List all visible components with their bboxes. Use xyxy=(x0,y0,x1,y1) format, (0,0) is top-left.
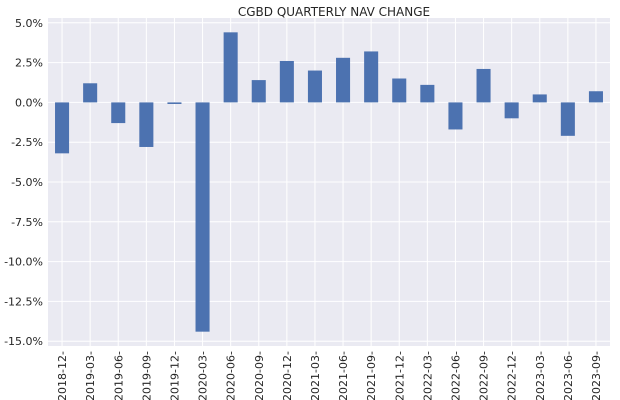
chart-title: CGBD QUARTERLY NAV CHANGE xyxy=(238,5,430,19)
y-tick-label: 5.0% xyxy=(15,17,43,30)
x-tick-label: 2020-03- xyxy=(197,351,210,400)
x-tick-label: 2018-12- xyxy=(56,351,69,400)
x-tick-label: 2022-06- xyxy=(449,351,462,400)
y-tick-label: 2.5% xyxy=(15,57,43,70)
bar xyxy=(532,94,547,103)
bar xyxy=(476,68,491,103)
bars xyxy=(55,32,603,332)
bar xyxy=(504,102,519,119)
x-tick-label: 2022-12- xyxy=(506,351,519,400)
y-tick-label: -12.5% xyxy=(4,295,43,308)
y-tick-label: -5.0% xyxy=(11,176,43,189)
x-tick-label: 2020-09- xyxy=(253,351,266,400)
x-tick-label: 2023-03- xyxy=(534,351,547,400)
x-tick-label: 2019-03- xyxy=(84,351,97,400)
bar xyxy=(279,60,294,103)
bar xyxy=(55,102,70,154)
y-tick-label: -2.5% xyxy=(11,136,43,149)
bar xyxy=(139,102,154,147)
x-tick-label: 2022-09- xyxy=(478,351,491,400)
bar xyxy=(167,102,182,104)
bar xyxy=(560,102,575,136)
bar xyxy=(392,78,407,103)
bar xyxy=(83,83,98,103)
bar xyxy=(364,51,379,103)
x-tick-label: 2022-03- xyxy=(421,351,434,400)
x-tick-label: 2023-09- xyxy=(590,351,603,400)
bar xyxy=(307,70,322,103)
bar xyxy=(111,102,126,124)
x-tick-label: 2020-06- xyxy=(225,351,238,400)
y-axis: 5.0% 2.5% 0.0% -2.5% -5.0% -7.5% -10.0% -12.5% -… xyxy=(4,17,43,348)
x-tick-label: 2021-03- xyxy=(309,351,322,400)
y-tick-label: -15.0% xyxy=(4,335,43,348)
x-axis: 2018-12- 2019-03- 2019-06- 2019-09- 2019-12-… xyxy=(56,351,603,400)
x-tick-label: 2021-09- xyxy=(365,351,378,400)
bar xyxy=(420,84,435,103)
bar xyxy=(588,91,603,103)
bar xyxy=(223,32,238,103)
bar xyxy=(251,80,266,103)
x-tick-label: 2019-12- xyxy=(168,351,181,400)
bar xyxy=(448,102,463,130)
x-tick-label: 2023-06- xyxy=(562,351,575,400)
x-tick-label: 2020-12- xyxy=(281,351,294,400)
y-tick-label: -10.0% xyxy=(4,256,43,269)
y-tick-label: 0.0% xyxy=(15,96,43,109)
bar xyxy=(336,57,351,103)
bar xyxy=(195,102,210,332)
x-tick-label: 2021-06- xyxy=(337,351,350,400)
x-tick-label: 2021-12- xyxy=(393,351,406,400)
x-tick-label: 2019-09- xyxy=(140,351,153,400)
y-tick-label: -7.5% xyxy=(11,216,43,229)
x-tick-label: 2019-06- xyxy=(112,351,125,400)
